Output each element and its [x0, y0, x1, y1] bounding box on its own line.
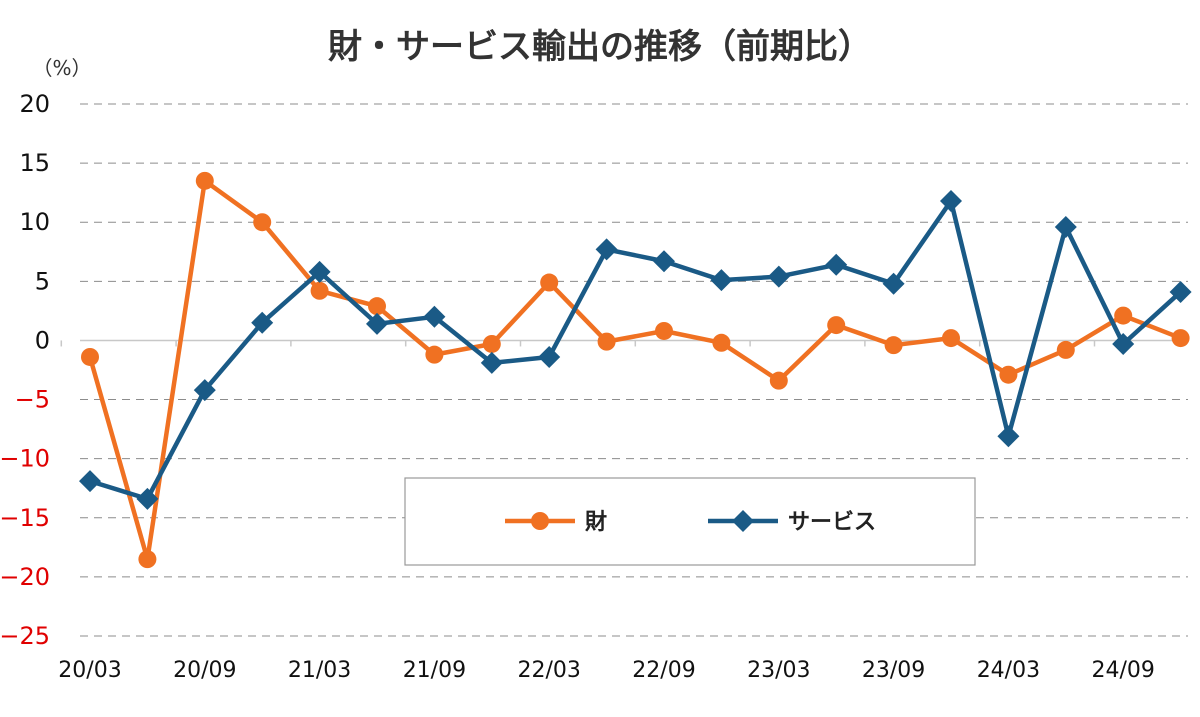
x-tick-label: 21/09	[403, 658, 466, 683]
data-point-circle	[827, 316, 846, 335]
legend-item: サービス	[708, 510, 876, 535]
series-line	[87, 178, 1182, 562]
data-point-diamond	[997, 425, 1020, 448]
data-point-circle	[1056, 340, 1075, 359]
data-point-circle	[531, 512, 549, 530]
data-point-diamond	[653, 250, 675, 273]
x-tick-label: 23/03	[747, 658, 810, 683]
data-point-circle	[81, 347, 99, 366]
data-point-diamond	[251, 311, 274, 334]
data-point-circle	[482, 334, 501, 353]
data-point-circle	[195, 171, 214, 190]
data-point-circle	[1114, 306, 1133, 325]
y-tick-label: −10	[0, 445, 50, 473]
y-tick-label: −5	[15, 386, 50, 414]
legend-label: 財	[585, 510, 607, 535]
data-point-diamond	[882, 272, 905, 295]
series-goods	[81, 171, 1190, 569]
x-tick-label: 21/03	[288, 658, 351, 683]
data-point-diamond	[595, 238, 618, 261]
data-point-diamond	[767, 265, 790, 288]
data-point-diamond	[308, 260, 331, 283]
data-point-diamond	[1112, 332, 1135, 355]
data-point-diamond	[1169, 280, 1192, 303]
y-tick-label: −20	[0, 563, 50, 591]
data-point-diamond	[366, 312, 388, 335]
data-point-circle	[1171, 329, 1190, 348]
legend-item: 財	[505, 510, 607, 535]
data-point-circle	[655, 321, 673, 340]
data-point-circle	[999, 365, 1018, 384]
y-tick-label: 15	[19, 149, 50, 177]
data-point-circle	[942, 329, 960, 348]
data-point-diamond	[136, 487, 159, 510]
data-point-circle	[884, 336, 903, 355]
data-point-diamond	[825, 253, 848, 276]
data-point-diamond	[79, 470, 101, 493]
data-point-circle	[769, 371, 788, 390]
data-point-diamond	[710, 269, 733, 292]
y-tick-label: 5	[35, 267, 50, 295]
data-point-circle	[310, 281, 329, 300]
y-axis-unit: （%）	[32, 56, 91, 80]
data-point-diamond	[732, 510, 754, 532]
data-point-circle	[597, 332, 616, 351]
data-point-circle	[540, 273, 559, 292]
x-tick-label: 20/09	[173, 658, 236, 683]
legend: 財 サービス	[404, 477, 976, 566]
y-tick-label: 20	[19, 90, 50, 118]
y-tick-label: 10	[19, 208, 50, 236]
legend-label: サービス	[788, 510, 876, 535]
data-point-circle	[138, 550, 157, 569]
x-tick-label: 23/09	[862, 658, 925, 683]
data-point-diamond	[193, 379, 216, 402]
data-point-circle	[425, 345, 444, 364]
series-services	[79, 189, 1192, 510]
data-point-diamond	[480, 351, 503, 374]
x-tick-label: 22/03	[517, 658, 580, 683]
data-point-circle	[712, 333, 731, 352]
data-point-circle	[368, 297, 386, 316]
x-tick-label: 22/09	[632, 658, 695, 683]
data-point-circle	[253, 213, 272, 232]
x-tick-label: 24/03	[977, 658, 1040, 683]
y-tick-label: −15	[0, 504, 50, 532]
chart-title: 財・サービス輸出の推移（前期比）	[328, 27, 872, 67]
x-tick-label: 20/03	[58, 658, 121, 683]
y-tick-label: 0	[35, 326, 50, 354]
x-tick-label: 24/09	[1091, 658, 1154, 683]
y-tick-label: −25	[0, 622, 50, 650]
data-point-diamond	[1054, 215, 1077, 238]
data-point-diamond	[940, 189, 962, 212]
data-point-diamond	[423, 305, 446, 328]
data-point-diamond	[538, 345, 561, 368]
series-line	[89, 198, 1183, 502]
